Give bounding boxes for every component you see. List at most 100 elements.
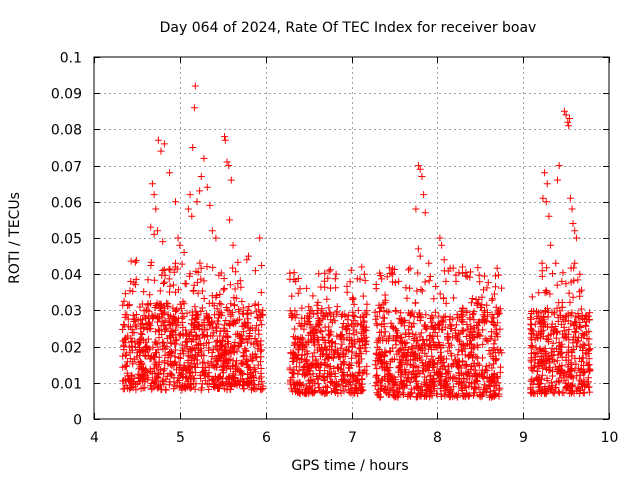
data-point <box>253 353 261 361</box>
data-point-peak <box>243 256 251 264</box>
data-point <box>229 320 237 328</box>
data-point <box>125 376 132 384</box>
data-point <box>220 343 228 351</box>
data-point <box>190 355 198 363</box>
data-point <box>288 292 296 300</box>
data-point <box>304 312 312 320</box>
data-point-peak <box>438 241 446 249</box>
data-point <box>253 338 261 346</box>
data-point-peak <box>166 169 173 177</box>
data-point <box>325 267 333 275</box>
data-point-peak <box>412 205 420 213</box>
data-point <box>146 322 154 330</box>
data-point <box>258 378 266 386</box>
data-point <box>297 339 305 346</box>
data-point <box>214 384 222 392</box>
data-point-peak <box>566 194 574 202</box>
data-point <box>412 378 420 385</box>
y-tick-label: 0.02 <box>51 341 82 357</box>
data-point <box>416 312 424 320</box>
y-tick-label: 0.08 <box>51 123 82 139</box>
data-point <box>327 310 335 318</box>
data-point <box>399 351 407 359</box>
data-point-peak <box>414 245 422 253</box>
x-tick-label: 6 <box>262 430 271 446</box>
data-point <box>353 389 361 397</box>
data-point <box>544 335 552 343</box>
data-point <box>462 362 470 370</box>
data-point <box>398 353 406 361</box>
data-point <box>550 389 558 397</box>
data-point <box>167 312 174 320</box>
data-point <box>442 375 449 383</box>
data-point <box>371 382 379 390</box>
data-point-peak <box>569 220 577 227</box>
data-point <box>182 280 190 288</box>
data-point <box>326 330 334 338</box>
data-point-peak <box>186 191 194 199</box>
data-point <box>483 301 491 309</box>
data-point <box>323 295 331 303</box>
data-point <box>171 316 179 324</box>
data-point <box>402 329 410 337</box>
data-point <box>385 391 393 399</box>
x-axis-label: GPS time / hours <box>291 458 408 474</box>
data-point <box>481 316 489 324</box>
data-point <box>237 283 245 291</box>
data-point <box>161 326 169 333</box>
data-point <box>428 322 436 330</box>
data-point <box>487 328 495 336</box>
data-point <box>575 376 583 384</box>
data-point <box>161 327 169 335</box>
data-point <box>493 330 501 338</box>
data-point <box>585 367 593 375</box>
data-point <box>570 264 578 272</box>
data-point <box>574 310 582 317</box>
data-point <box>363 300 371 308</box>
data-point <box>250 364 258 372</box>
data-point-peak <box>418 173 426 180</box>
data-point <box>205 373 213 381</box>
data-point <box>214 373 222 381</box>
data-point <box>451 374 459 382</box>
data-point <box>424 381 432 389</box>
data-point <box>171 353 179 361</box>
data-point <box>357 321 365 329</box>
data-point <box>452 329 459 337</box>
data-point <box>545 383 553 391</box>
data-point <box>173 265 181 273</box>
data-point <box>190 374 198 382</box>
data-point <box>547 349 555 357</box>
data-point <box>462 333 470 340</box>
data-point <box>354 353 362 361</box>
data-point <box>561 332 569 340</box>
data-point <box>178 260 186 268</box>
data-point <box>438 363 446 371</box>
data-point <box>471 343 479 351</box>
data-point <box>435 312 443 320</box>
data-point <box>465 372 473 380</box>
data-point-peak <box>309 292 317 300</box>
data-point <box>324 274 332 282</box>
data-point-peak <box>160 140 168 148</box>
data-point-peak <box>542 198 550 206</box>
data-point <box>581 368 589 376</box>
data-point-peak <box>558 277 566 285</box>
data-point <box>457 385 465 393</box>
data-point <box>492 391 500 399</box>
data-point <box>348 354 355 362</box>
data-point <box>136 348 144 356</box>
data-point <box>127 278 135 285</box>
data-point <box>371 308 379 316</box>
data-point <box>354 320 362 328</box>
data-point <box>172 307 180 315</box>
data-point <box>571 328 579 336</box>
data-point <box>125 343 133 351</box>
data-point <box>138 331 146 338</box>
data-point <box>565 343 573 351</box>
data-point <box>222 317 230 324</box>
data-point <box>325 323 333 331</box>
data-point <box>449 360 457 368</box>
data-point <box>403 294 411 302</box>
data-point <box>167 320 175 328</box>
